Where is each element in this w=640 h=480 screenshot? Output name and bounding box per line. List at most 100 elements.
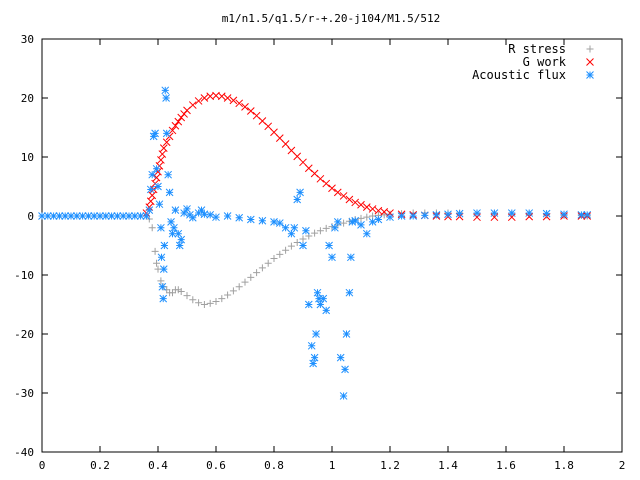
data-point bbox=[170, 223, 178, 232]
data-point bbox=[49, 212, 58, 220]
data-point bbox=[444, 210, 452, 219]
data-point bbox=[217, 92, 226, 101]
data-point bbox=[148, 170, 157, 179]
legend-marker bbox=[586, 71, 594, 79]
data-point bbox=[162, 94, 170, 102]
data-point bbox=[345, 195, 354, 204]
data-point bbox=[212, 298, 220, 306]
data-point bbox=[168, 126, 177, 135]
data-point bbox=[525, 209, 534, 217]
data-point bbox=[142, 212, 151, 220]
data-point bbox=[409, 212, 418, 220]
data-point bbox=[164, 170, 173, 179]
data-point bbox=[174, 117, 183, 126]
y-tick-label: -20 bbox=[14, 328, 34, 341]
data-point bbox=[163, 286, 171, 294]
data-point bbox=[315, 294, 323, 303]
data-point bbox=[130, 212, 139, 220]
data-point bbox=[293, 152, 302, 161]
legend-label: Acoustic flux bbox=[472, 68, 566, 82]
data-point bbox=[304, 300, 313, 309]
data-point bbox=[183, 205, 191, 213]
data-point bbox=[369, 212, 377, 220]
data-point bbox=[189, 296, 197, 304]
data-point bbox=[316, 174, 325, 183]
data-point bbox=[319, 294, 328, 303]
axis-ticks: 0 0.2 0.4 0.6 0.8 1 1.2 1.4 1.6 1.8 2 -40 -30 -20 -10 0… bbox=[14, 33, 625, 472]
data-point bbox=[158, 150, 167, 158]
data-point bbox=[200, 94, 209, 102]
data-point bbox=[339, 192, 348, 200]
data-point bbox=[336, 353, 345, 362]
data-point bbox=[357, 220, 365, 229]
data-point bbox=[577, 210, 586, 219]
data-point bbox=[345, 288, 354, 297]
x-tick-label: 0 bbox=[39, 459, 46, 472]
data-point bbox=[194, 97, 203, 105]
data-point bbox=[146, 185, 155, 194]
data-point bbox=[224, 291, 232, 299]
data-point bbox=[78, 212, 87, 220]
data-point bbox=[158, 282, 167, 291]
data-point bbox=[362, 203, 371, 212]
data-point bbox=[322, 306, 331, 315]
data-point bbox=[339, 392, 348, 400]
data-point bbox=[363, 213, 371, 221]
data-point bbox=[322, 224, 330, 232]
data-point bbox=[270, 218, 278, 226]
data-point bbox=[299, 158, 307, 167]
legend-marker bbox=[586, 45, 594, 53]
data-point bbox=[246, 215, 255, 224]
data-point bbox=[432, 210, 441, 219]
data-point bbox=[368, 218, 377, 226]
data-point bbox=[328, 253, 336, 262]
data-point bbox=[357, 200, 365, 209]
data-point bbox=[159, 294, 168, 303]
data-point bbox=[157, 156, 165, 164]
data-point bbox=[96, 212, 104, 220]
data-point bbox=[246, 107, 255, 115]
data-point bbox=[152, 164, 161, 173]
data-point bbox=[374, 215, 383, 224]
series-acoustic-flux bbox=[38, 86, 592, 400]
data-point bbox=[171, 206, 180, 214]
data-point bbox=[241, 102, 249, 111]
data-point bbox=[341, 365, 349, 374]
data-point bbox=[161, 86, 170, 95]
data-point bbox=[322, 179, 331, 188]
data-point bbox=[177, 235, 186, 244]
y-tick-label: -30 bbox=[14, 387, 34, 400]
data-point bbox=[241, 278, 249, 286]
x-tick-label: 2 bbox=[619, 459, 626, 472]
data-point bbox=[507, 209, 516, 217]
legend-label: G work bbox=[523, 55, 567, 69]
data-point bbox=[169, 289, 176, 297]
x-tick-label: 0.4 bbox=[148, 459, 168, 472]
data-point bbox=[206, 299, 214, 307]
data-point bbox=[162, 129, 171, 138]
data-point bbox=[212, 213, 220, 222]
data-point bbox=[174, 229, 183, 238]
data-point bbox=[206, 210, 215, 219]
data-point bbox=[155, 200, 164, 209]
data-point bbox=[542, 209, 551, 218]
data-point bbox=[183, 292, 191, 300]
data-point bbox=[171, 121, 180, 130]
x-tick-label: 0.6 bbox=[206, 459, 226, 472]
data-point bbox=[119, 212, 128, 220]
data-point bbox=[275, 219, 284, 227]
x-tick-label: 1.2 bbox=[380, 459, 400, 472]
data-point bbox=[177, 288, 185, 296]
data-point bbox=[154, 182, 162, 191]
data-point bbox=[188, 213, 197, 222]
data-point bbox=[287, 146, 296, 155]
data-point bbox=[125, 212, 133, 220]
data-point bbox=[148, 191, 157, 200]
data-point bbox=[351, 216, 360, 225]
y-tick-label: -10 bbox=[14, 269, 34, 282]
data-point bbox=[258, 216, 267, 225]
data-point bbox=[145, 206, 154, 214]
data-point bbox=[149, 132, 158, 141]
data-point bbox=[276, 250, 284, 258]
